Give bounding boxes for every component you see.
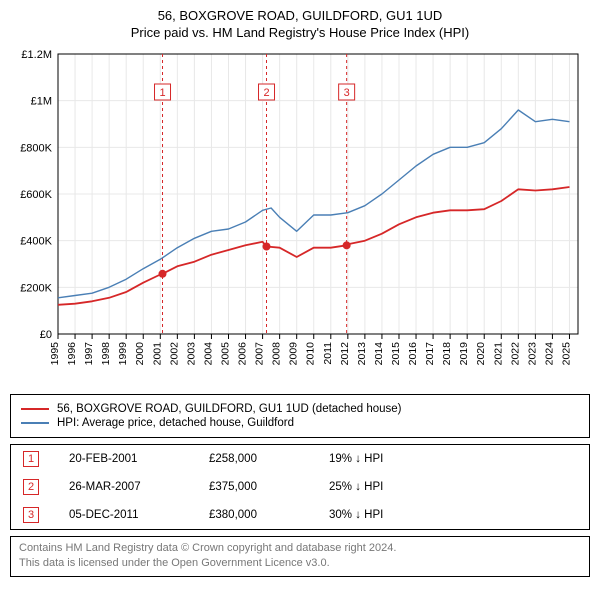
- legend-swatch: [21, 422, 49, 424]
- svg-text:2004: 2004: [202, 342, 214, 366]
- event-diff: 25% ↓ HPI: [329, 481, 577, 493]
- event-diff: 19% ↓ HPI: [329, 453, 577, 465]
- svg-text:2023: 2023: [526, 342, 538, 366]
- svg-text:2009: 2009: [288, 342, 300, 366]
- svg-text:2017: 2017: [424, 342, 436, 366]
- title-block: 56, BOXGROVE ROAD, GUILDFORD, GU1 1UD Pr…: [10, 8, 590, 40]
- chart-area: £0 £200K £400K £600K £800K £1M £1.2M 1995 1996 19…: [10, 48, 590, 388]
- legend-label: HPI: Average price, detached house, Guil…: [57, 417, 294, 429]
- attribution-line-2: This data is licensed under the Open Gov…: [19, 556, 581, 571]
- event-price: £380,000: [209, 509, 299, 521]
- events-box: 1 20-FEB-2001 £258,000 19% ↓ HPI 2 26-MAR-200…: [10, 444, 590, 530]
- event-diff: 30% ↓ HPI: [329, 509, 577, 521]
- attribution-line-1: Contains HM Land Registry data © Crown c…: [19, 541, 581, 556]
- event-date: 05-DEC-2011: [69, 509, 179, 521]
- svg-text:2012: 2012: [339, 342, 351, 366]
- legend-label: 56, BOXGROVE ROAD, GUILDFORD, GU1 1UD (d…: [57, 403, 401, 415]
- svg-text:2001: 2001: [151, 342, 163, 366]
- event-row: 2 26-MAR-2007 £375,000 25% ↓ HPI: [11, 473, 589, 501]
- legend-box: 56, BOXGROVE ROAD, GUILDFORD, GU1 1UD (d…: [10, 394, 590, 438]
- event-price: £258,000: [209, 453, 299, 465]
- svg-text:£200K: £200K: [20, 282, 52, 294]
- svg-text:2011: 2011: [322, 342, 334, 365]
- svg-text:2005: 2005: [219, 342, 231, 366]
- svg-text:1995: 1995: [49, 342, 61, 366]
- attribution-box: Contains HM Land Registry data © Crown c…: [10, 536, 590, 577]
- chart-title: 56, BOXGROVE ROAD, GUILDFORD, GU1 1UD: [10, 8, 590, 23]
- legend-swatch: [21, 408, 49, 410]
- svg-text:2022: 2022: [509, 342, 521, 366]
- svg-text:2013: 2013: [356, 342, 368, 366]
- svg-text:2016: 2016: [407, 342, 419, 366]
- chart-container: 56, BOXGROVE ROAD, GUILDFORD, GU1 1UD Pr…: [0, 0, 600, 585]
- svg-text:2018: 2018: [441, 342, 453, 366]
- svg-text:2019: 2019: [458, 342, 470, 366]
- svg-text:2020: 2020: [475, 342, 487, 366]
- event-row: 1 20-FEB-2001 £258,000 19% ↓ HPI: [11, 445, 589, 473]
- svg-text:1998: 1998: [100, 342, 112, 366]
- svg-text:2015: 2015: [390, 342, 402, 366]
- svg-text:2021: 2021: [492, 342, 504, 366]
- svg-text:2003: 2003: [185, 342, 197, 366]
- svg-text:£800K: £800K: [20, 142, 52, 154]
- svg-text:£1M: £1M: [31, 96, 52, 108]
- event-price: £375,000: [209, 481, 299, 493]
- svg-text:£0: £0: [40, 329, 52, 341]
- event-marker: 3: [23, 507, 39, 523]
- svg-text:2006: 2006: [237, 342, 249, 366]
- svg-text:1999: 1999: [117, 342, 129, 366]
- event-date: 20-FEB-2001: [69, 453, 179, 465]
- event-marker: 1: [23, 451, 39, 467]
- svg-text:2007: 2007: [254, 342, 266, 366]
- svg-text:£400K: £400K: [20, 236, 52, 248]
- svg-text:£1.2M: £1.2M: [21, 49, 52, 61]
- event-date: 26-MAR-2007: [69, 481, 179, 493]
- svg-text:3: 3: [344, 87, 350, 99]
- svg-text:2000: 2000: [134, 342, 146, 366]
- svg-text:1997: 1997: [83, 342, 95, 366]
- svg-text:1996: 1996: [66, 342, 78, 366]
- chart-subtitle: Price paid vs. HM Land Registry's House …: [10, 25, 590, 40]
- svg-text:2002: 2002: [168, 342, 180, 366]
- svg-text:2010: 2010: [305, 342, 317, 366]
- svg-text:2025: 2025: [560, 342, 572, 366]
- legend-row: HPI: Average price, detached house, Guil…: [21, 417, 579, 429]
- event-marker: 2: [23, 479, 39, 495]
- event-row: 3 05-DEC-2011 £380,000 30% ↓ HPI: [11, 501, 589, 529]
- svg-text:1: 1: [159, 87, 165, 99]
- svg-text:2014: 2014: [373, 342, 385, 366]
- chart-svg: £0 £200K £400K £600K £800K £1M £1.2M 1995 1996 19…: [10, 48, 590, 388]
- svg-text:2008: 2008: [271, 342, 283, 366]
- svg-text:2: 2: [263, 87, 269, 99]
- svg-text:2024: 2024: [543, 342, 555, 366]
- svg-text:£600K: £600K: [20, 189, 52, 201]
- legend-row: 56, BOXGROVE ROAD, GUILDFORD, GU1 1UD (d…: [21, 403, 579, 415]
